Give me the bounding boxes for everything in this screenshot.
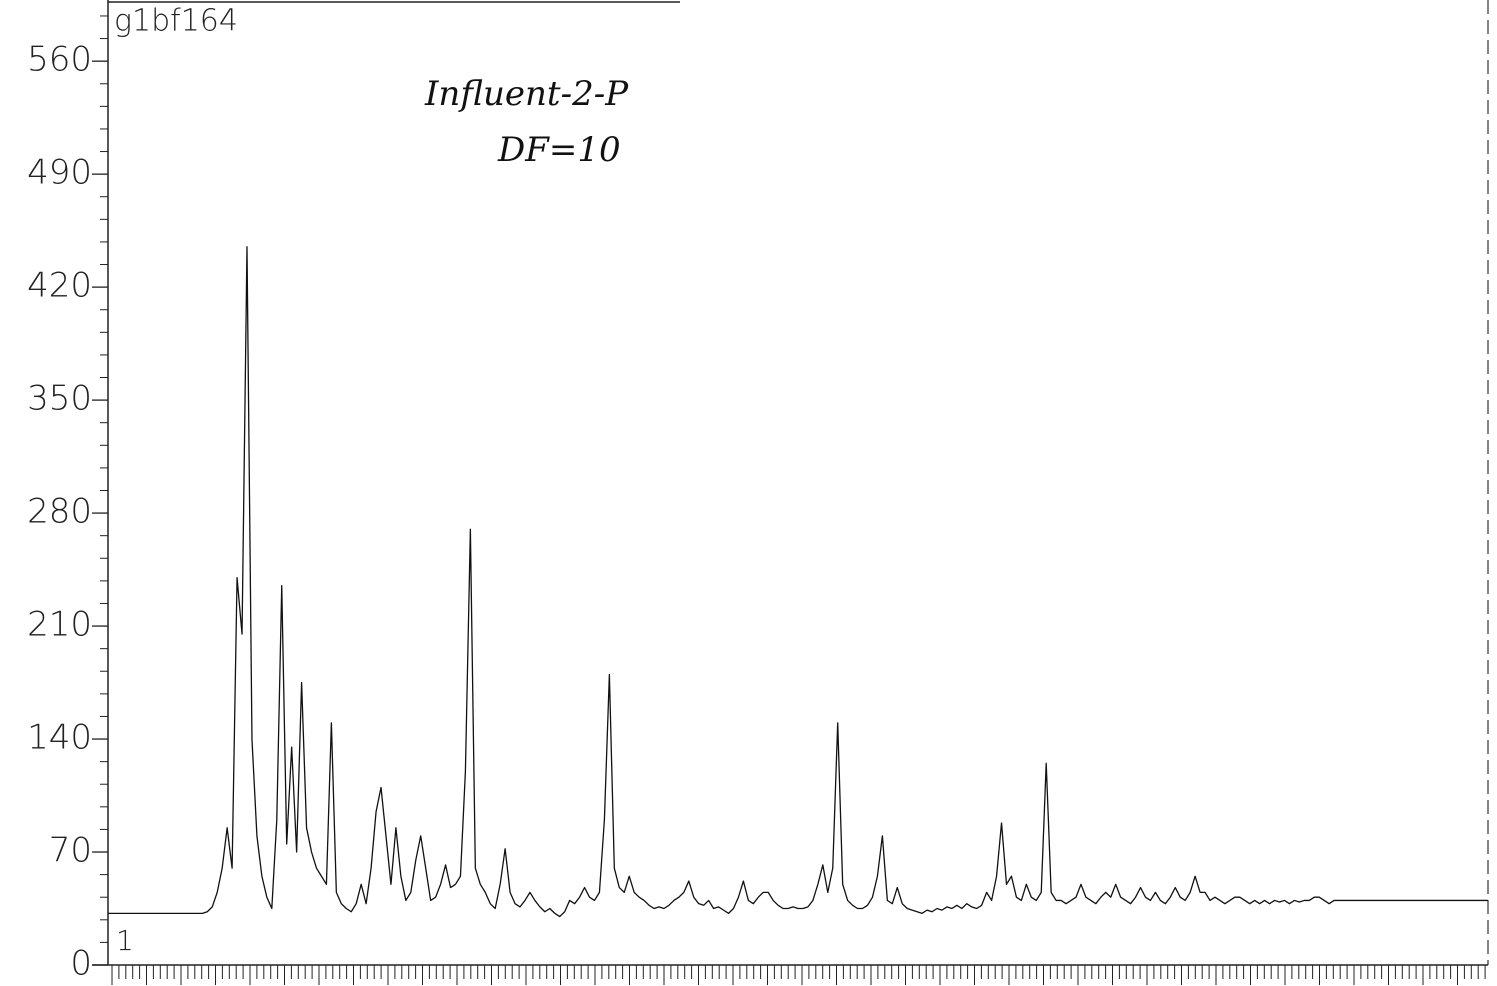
y-tick-label: 70 xyxy=(49,831,92,871)
y-tick-label: 0 xyxy=(70,944,92,984)
y-tick-label: 280 xyxy=(27,492,92,532)
chromatogram-trace xyxy=(108,246,1488,918)
y-tick-label: 350 xyxy=(27,379,92,419)
marker-label: 1 xyxy=(116,924,134,957)
annotation: Influent-2-P xyxy=(424,74,629,114)
y-tick-label: 560 xyxy=(27,40,92,80)
chart-title: g1bf164 xyxy=(114,4,238,39)
y-tick-label: 140 xyxy=(27,718,92,758)
y-tick-label: 210 xyxy=(27,605,92,645)
annotation: DF=10 xyxy=(497,130,621,170)
y-tick-label: 420 xyxy=(27,266,92,306)
y-tick-label: 490 xyxy=(27,153,92,193)
